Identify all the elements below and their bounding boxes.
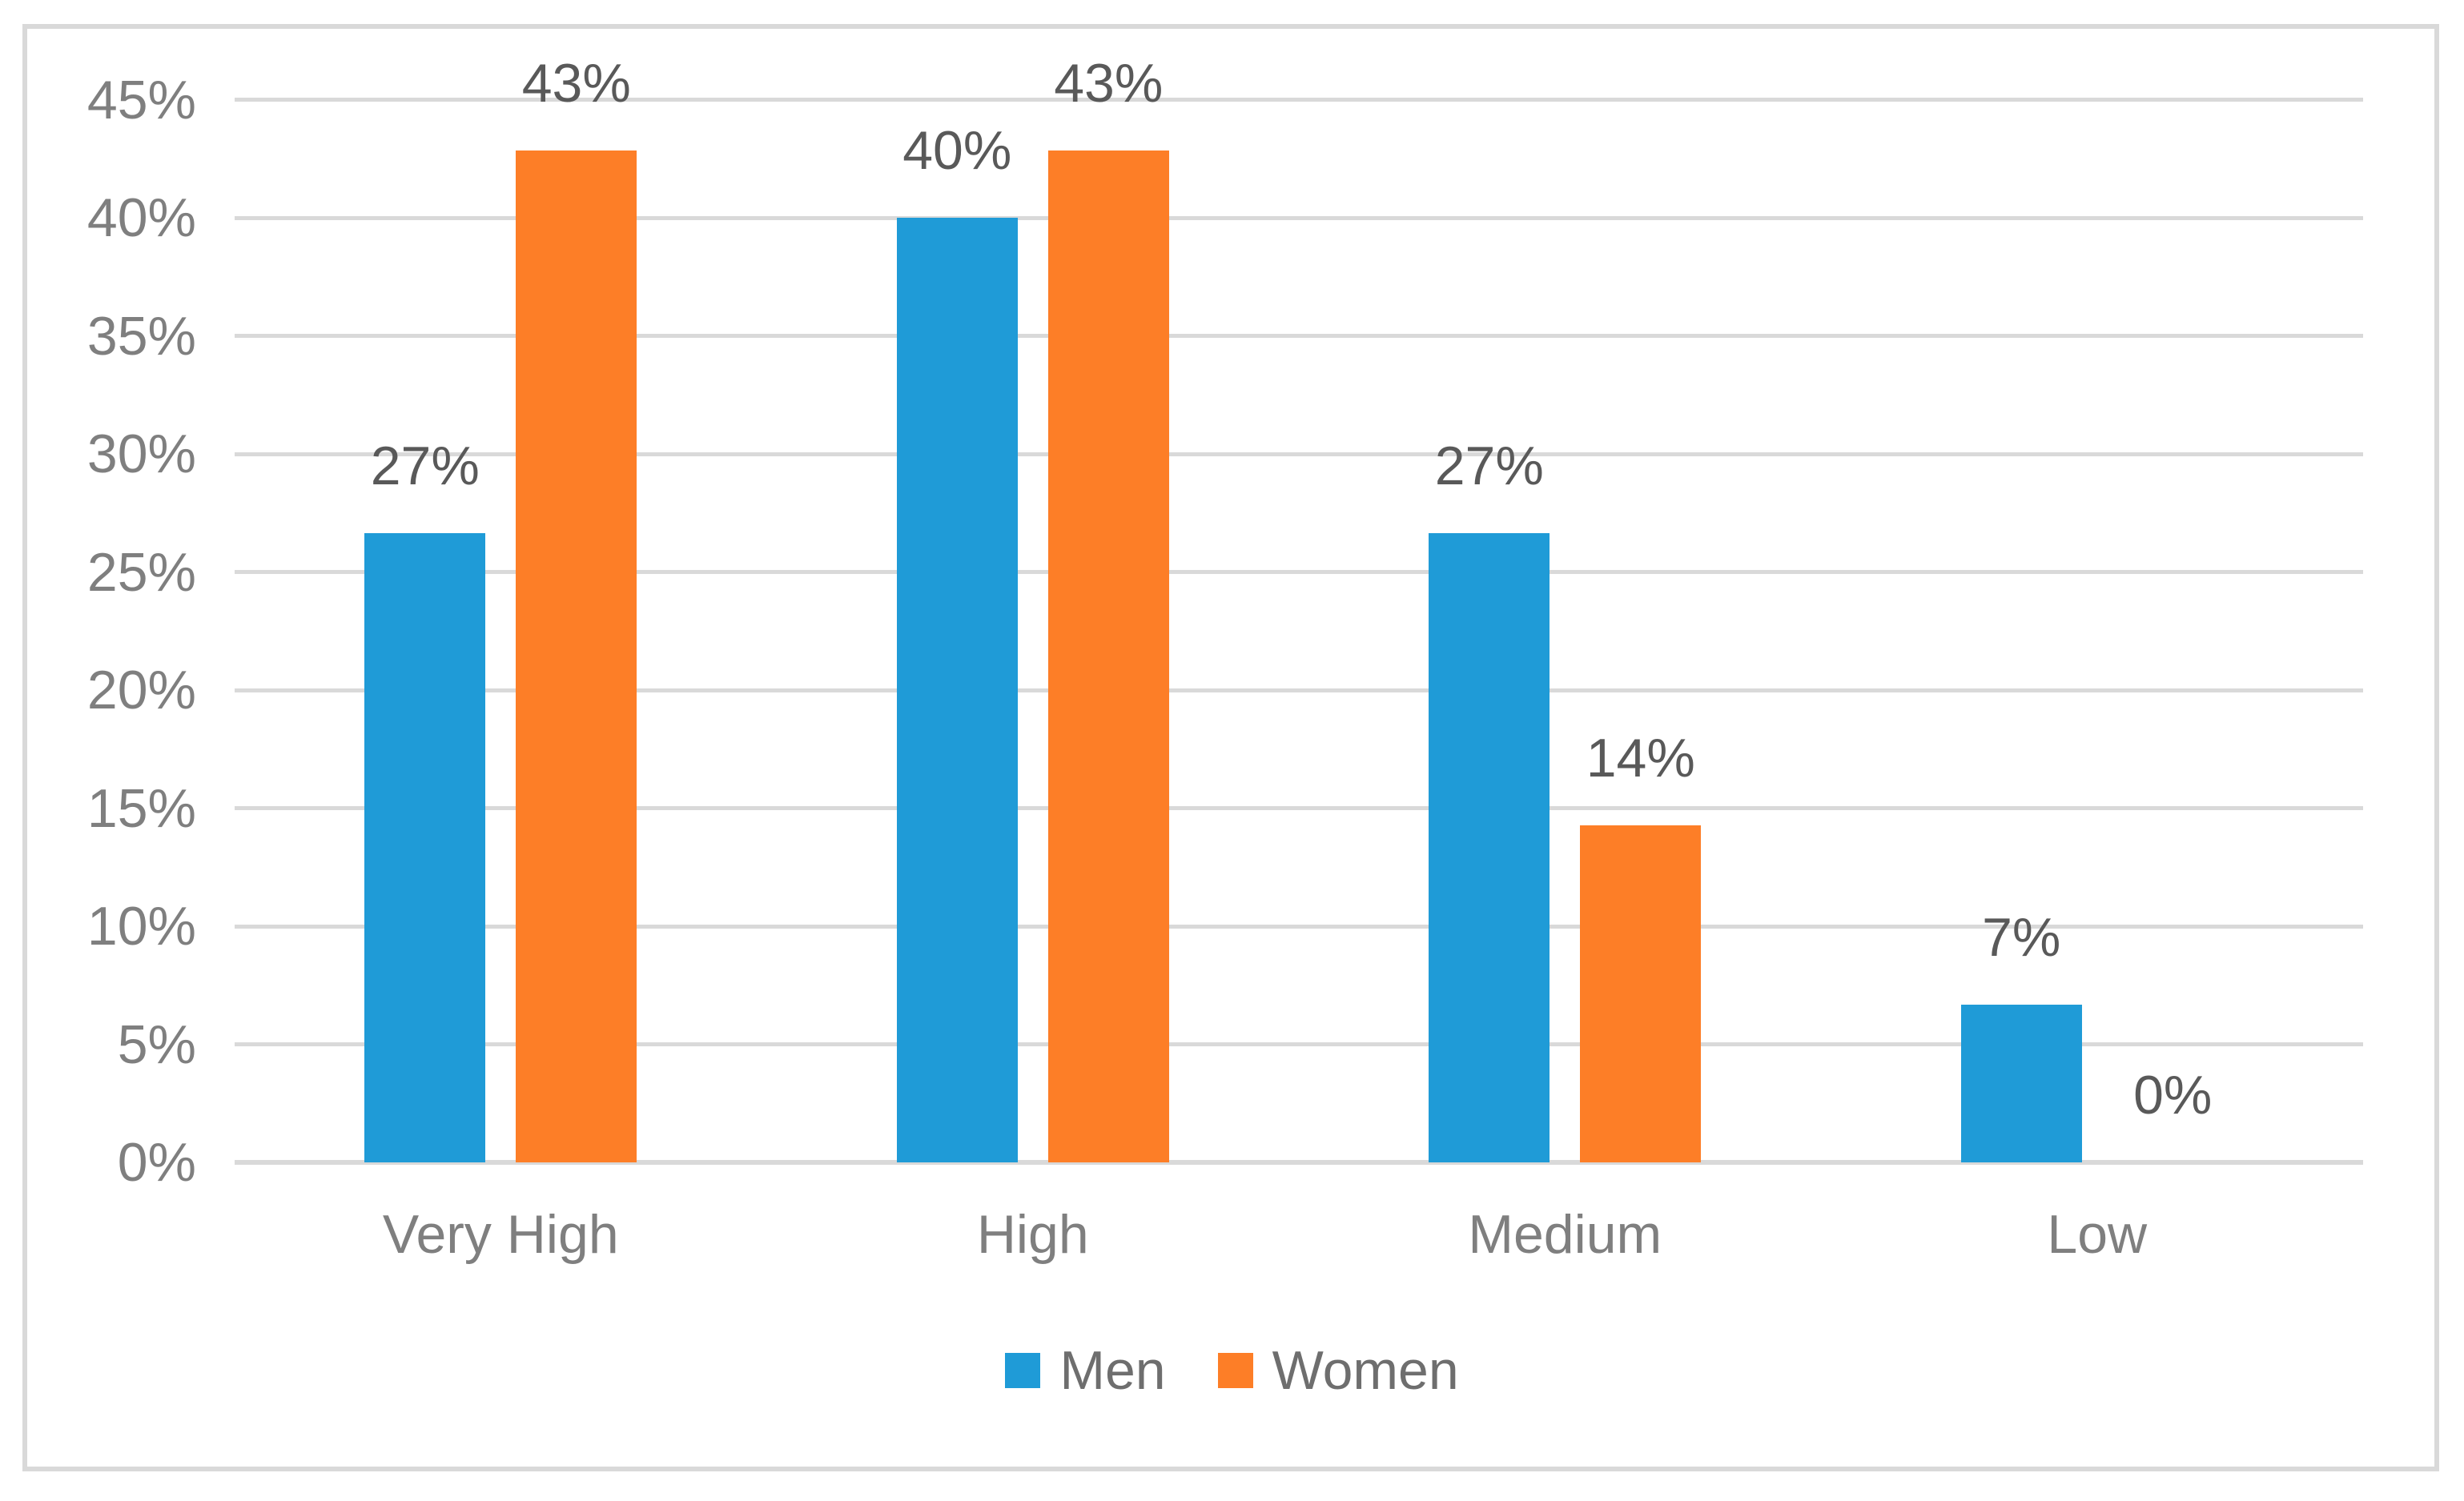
gridline-30 (235, 452, 2363, 456)
legend-label-women: Women (1272, 1340, 1459, 1401)
legend-swatch-men (1005, 1353, 1041, 1388)
gridline-45 (235, 98, 2363, 102)
data-label-men-high: 40% (902, 120, 1012, 182)
y-tick-label-5: 5% (117, 1013, 196, 1075)
data-label-women-medium: 14% (1586, 727, 1695, 789)
y-tick-label-40: 40% (86, 187, 196, 249)
bar-men-high (896, 218, 1018, 1162)
y-tick-label-10: 10% (86, 896, 196, 957)
gridline-5 (235, 1042, 2363, 1047)
y-tick-label-35: 35% (86, 305, 196, 367)
data-label-men-low: 7% (1982, 907, 2061, 969)
gridline-40 (235, 215, 2363, 220)
legend-item-women: Women (1217, 1338, 1459, 1403)
x-axis-line (235, 1160, 2363, 1165)
category-label-low: Low (2047, 1204, 2148, 1265)
bar-women-high (1047, 151, 1169, 1162)
y-tick-label-45: 45% (86, 69, 196, 130)
bar-women-medium (1580, 825, 1702, 1162)
y-tick-label-20: 20% (86, 660, 196, 721)
legend: Men Women (0, 1338, 2464, 1403)
y-tick-label-30: 30% (86, 423, 196, 485)
category-label-very-high: Very High (382, 1204, 619, 1265)
gridline-20 (235, 688, 2363, 692)
category-label-medium: Medium (1468, 1204, 1662, 1265)
data-label-women-very-high: 43% (521, 53, 631, 114)
y-tick-label-0: 0% (117, 1132, 196, 1193)
chart-border-frame (22, 24, 2439, 1471)
legend-label-men: Men (1059, 1340, 1166, 1401)
legend-item-men: Men (1005, 1338, 1166, 1403)
bar-men-low (1960, 1005, 2082, 1162)
y-tick-label-25: 25% (86, 541, 196, 603)
gridline-10 (235, 924, 2363, 929)
gridline-25 (235, 570, 2363, 575)
data-label-men-very-high: 27% (370, 435, 480, 496)
gridline-35 (235, 334, 2363, 339)
bar-men-very-high (364, 532, 486, 1162)
data-label-women-high: 43% (1054, 53, 1164, 114)
gridline-15 (235, 806, 2363, 811)
y-tick-label-15: 15% (86, 777, 196, 839)
data-label-men-medium: 27% (1434, 435, 1544, 496)
category-label-high: High (976, 1204, 1089, 1265)
legend-swatch-women (1217, 1353, 1253, 1388)
bar-men-medium (1429, 532, 1550, 1162)
bar-women-very-high (516, 151, 637, 1162)
data-label-women-low: 0% (2133, 1065, 2213, 1126)
